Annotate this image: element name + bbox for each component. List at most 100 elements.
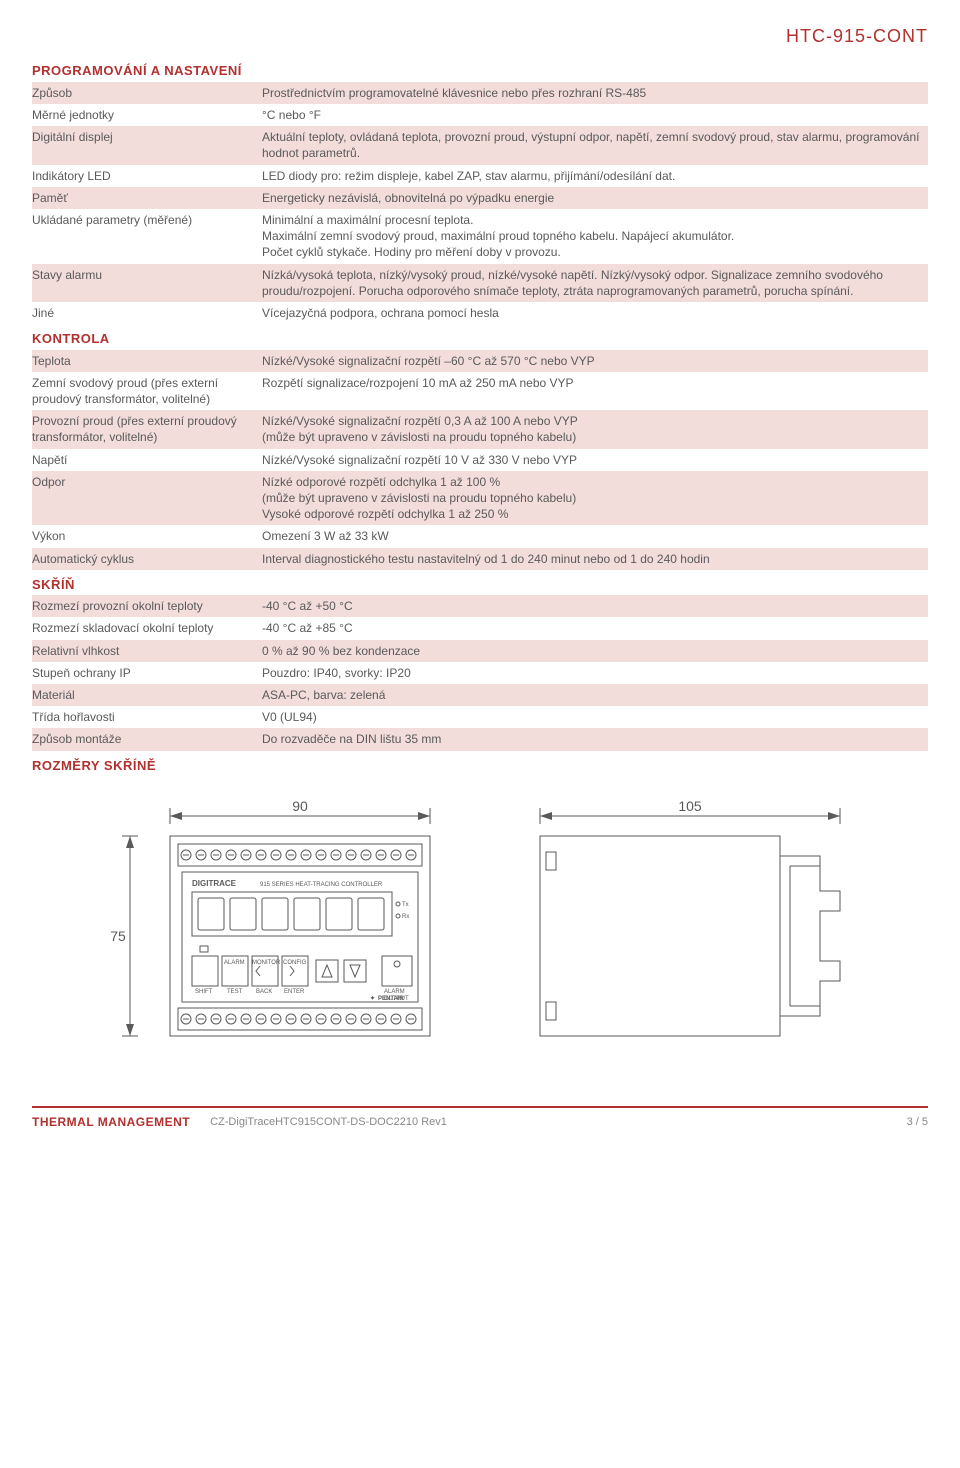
section-title-control: KONTROLA — [32, 324, 928, 350]
row-label: Zemní svodový proud (přes externí proudo… — [32, 372, 262, 410]
row-value: -40 °C až +50 °C — [262, 595, 928, 617]
row-value: Nízká/vysoká teplota, nízký/vysoký proud… — [262, 264, 928, 302]
row-value: Vícejazyčná podpora, ochrana pomocí hesl… — [262, 302, 928, 324]
section-title-dimensions: ROZMĚRY SKŘÍNĚ — [32, 751, 928, 777]
btn-back: BACK — [256, 989, 272, 995]
page-footer: THERMAL MANAGEMENT CZ-DigiTraceHTC915CON… — [32, 1106, 928, 1130]
table-row: Rozmezí provozní okolní teploty-40 °C až… — [32, 595, 928, 617]
row-label: Provozní proud (přes externí proudový tr… — [32, 410, 262, 448]
table-row: Relativní vlhkost0 % až 90 % bez kondenz… — [32, 640, 928, 662]
row-label: Stupeň ochrany IP — [32, 662, 262, 684]
table-row: Stupeň ochrany IPPouzdro: IP40, svorky: … — [32, 662, 928, 684]
row-label: Digitální displej — [32, 126, 262, 164]
dim-height: 75 — [110, 928, 126, 944]
tx-label: Tx — [402, 902, 409, 908]
row-value: LED diody pro: režim displeje, kabel ZAP… — [262, 165, 928, 187]
row-label: Teplota — [32, 350, 262, 372]
row-value: Pouzdro: IP40, svorky: IP20 — [262, 662, 928, 684]
side-view-svg: 105 — [520, 796, 860, 1056]
device-brand: DIGITRACE — [192, 879, 237, 888]
table-row: NapětíNízké/Vysoké signalizační rozpětí … — [32, 449, 928, 471]
row-label: Měrné jednotky — [32, 104, 262, 126]
table-row: PaměťEnergeticky nezávislá, obnovitelná … — [32, 187, 928, 209]
table-programming: ZpůsobProstřednictvím programovatelné kl… — [32, 82, 928, 324]
pentair-label: ✦ — [370, 995, 375, 1002]
row-value: Nízké/Vysoké signalizační rozpětí 10 V a… — [262, 449, 928, 471]
table-row: Provozní proud (přes externí proudový tr… — [32, 410, 928, 448]
row-value: Do rozvaděče na DIN lištu 35 mm — [262, 728, 928, 750]
enclosure-diagram: 90 75 DIGITRACE 915 SERIES HEAT-TRACING … — [32, 776, 928, 1086]
row-value: V0 (UL94) — [262, 706, 928, 728]
row-value: Nízké odporové rozpětí odchylka 1 až 100… — [262, 471, 928, 526]
row-value: Nízké/Vysoké signalizační rozpětí –60 °C… — [262, 350, 928, 372]
section-title-programming: PROGRAMOVÁNÍ A NASTAVENÍ — [32, 56, 928, 82]
table-control: TeplotaNízké/Vysoké signalizační rozpětí… — [32, 350, 928, 570]
table-row: Třída hořlavostiV0 (UL94) — [32, 706, 928, 728]
table-row: Rozmezí skladovací okolní teploty-40 °C … — [32, 617, 928, 639]
btn-alarm-out1: ALARM — [384, 989, 405, 995]
btn-config: CONFIG — [283, 960, 307, 966]
table-row: Stavy alarmuNízká/vysoká teplota, nízký/… — [32, 264, 928, 302]
table-row: Indikátory LEDLED diody pro: režim displ… — [32, 165, 928, 187]
row-value: ASA-PC, barva: zelená — [262, 684, 928, 706]
pentair-text: PENTAIR — [378, 996, 405, 1002]
row-label: Stavy alarmu — [32, 264, 262, 302]
row-label: Jiné — [32, 302, 262, 324]
rx-label: Rx — [402, 914, 409, 920]
footer-brand: THERMAL MANAGEMENT — [32, 1114, 190, 1130]
row-value: Prostřednictvím programovatelné klávesni… — [262, 82, 928, 104]
row-value: Omezení 3 W až 33 kW — [262, 525, 928, 547]
row-value: Interval diagnostického testu nastavitel… — [262, 548, 928, 570]
row-label: Paměť — [32, 187, 262, 209]
table-row: Digitální displejAktuální teploty, ovlád… — [32, 126, 928, 164]
table-row: MateriálASA-PC, barva: zelená — [32, 684, 928, 706]
row-value: -40 °C až +85 °C — [262, 617, 928, 639]
row-value: °C nebo °F — [262, 104, 928, 126]
row-label: Způsob montáže — [32, 728, 262, 750]
row-value: Nízké/Vysoké signalizační rozpětí 0,3 A … — [262, 410, 928, 448]
footer-docref: CZ-DigiTraceHTC915CONT-DS-DOC2210 Rev1 — [210, 1115, 447, 1130]
table-row: Automatický cyklusInterval diagnostickéh… — [32, 548, 928, 570]
row-label: Odpor — [32, 471, 262, 526]
btn-monitor: MONITOR — [252, 960, 281, 966]
product-code: HTC-915-CONT — [32, 24, 928, 48]
row-label: Způsob — [32, 82, 262, 104]
table-enclosure: Rozmezí provozní okolní teploty-40 °C až… — [32, 595, 928, 750]
row-label: Rozmezí provozní okolní teploty — [32, 595, 262, 617]
table-row: OdporNízké odporové rozpětí odchylka 1 a… — [32, 471, 928, 526]
table-row: Způsob montážeDo rozvaděče na DIN lištu … — [32, 728, 928, 750]
row-label: Relativní vlhkost — [32, 640, 262, 662]
row-value: Rozpětí signalizace/rozpojení 10 mA až 2… — [262, 372, 928, 410]
row-label: Třída hořlavosti — [32, 706, 262, 728]
table-row: Měrné jednotky°C nebo °F — [32, 104, 928, 126]
table-row: Zemní svodový proud (přes externí proudo… — [32, 372, 928, 410]
table-row: TeplotaNízké/Vysoké signalizační rozpětí… — [32, 350, 928, 372]
btn-test: TEST — [227, 989, 243, 995]
row-value: Minimální a maximální procesní teplota. … — [262, 209, 928, 264]
front-view-svg: 90 75 DIGITRACE 915 SERIES HEAT-TRACING … — [100, 796, 460, 1056]
table-row: JinéVícejazyčná podpora, ochrana pomocí … — [32, 302, 928, 324]
row-value: 0 % až 90 % bez kondenzace — [262, 640, 928, 662]
row-label: Automatický cyklus — [32, 548, 262, 570]
section-title-enclosure: SKŘÍŇ — [32, 570, 928, 596]
row-value: Energeticky nezávislá, obnovitelná po vý… — [262, 187, 928, 209]
device-series: 915 SERIES HEAT-TRACING CONTROLLER — [260, 882, 383, 888]
row-value: Aktuální teploty, ovládaná teplota, prov… — [262, 126, 928, 164]
btn-enter: ENTER — [284, 989, 305, 995]
row-label: Výkon — [32, 525, 262, 547]
table-row: VýkonOmezení 3 W až 33 kW — [32, 525, 928, 547]
dim-depth: 105 — [678, 798, 702, 814]
row-label: Rozmezí skladovací okolní teploty — [32, 617, 262, 639]
row-label: Ukládané parametry (měřené) — [32, 209, 262, 264]
table-row: ZpůsobProstřednictvím programovatelné kl… — [32, 82, 928, 104]
row-label: Napětí — [32, 449, 262, 471]
row-label: Materiál — [32, 684, 262, 706]
seven-seg-display — [198, 898, 384, 930]
row-label: Indikátory LED — [32, 165, 262, 187]
btn-shift: SHIFT — [195, 989, 213, 995]
btn-alarm: ALARM — [224, 960, 245, 966]
footer-page: 3 / 5 — [907, 1115, 928, 1130]
button-row — [192, 946, 412, 986]
table-row: Ukládané parametry (měřené)Minimální a m… — [32, 209, 928, 264]
dim-width: 90 — [292, 798, 308, 814]
